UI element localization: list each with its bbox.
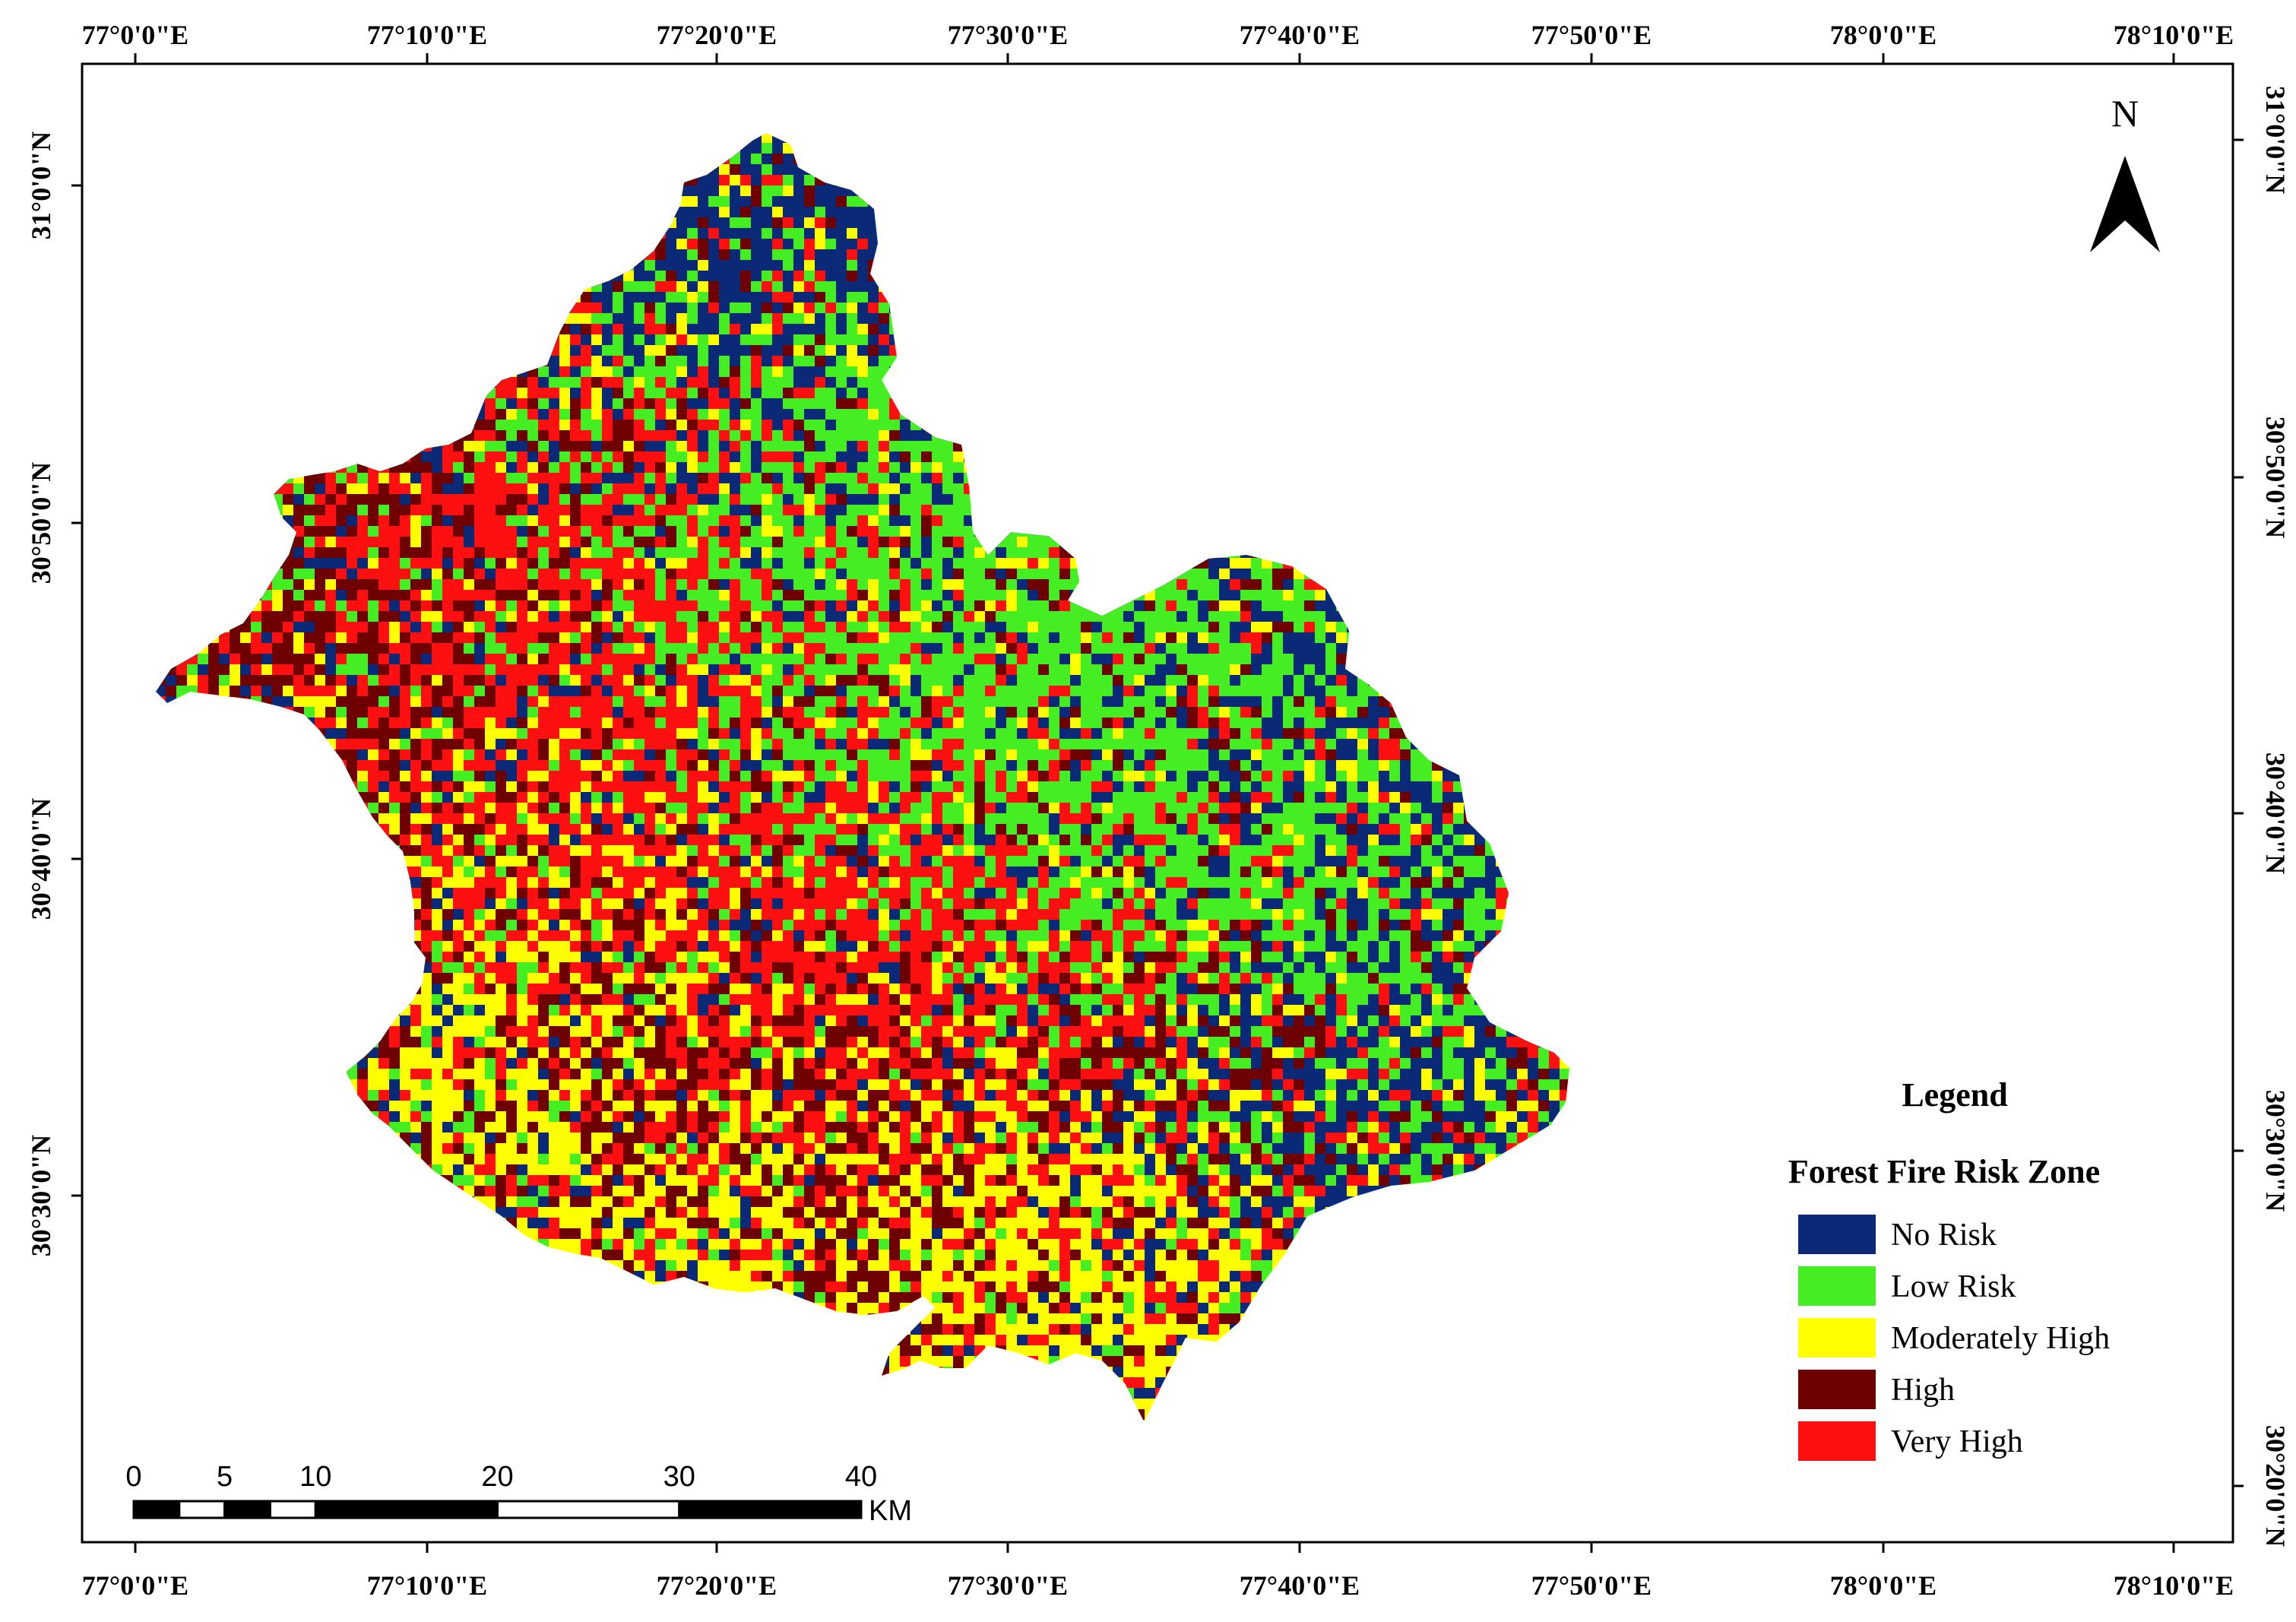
legend-items: No Risk Low Risk Moderately High High Very H… xyxy=(1798,1215,2110,1461)
scale-tick-label: 0 xyxy=(125,1461,141,1493)
legend-label: Low Risk xyxy=(1891,1269,2016,1304)
legend-swatch xyxy=(1798,1215,1876,1254)
scale-tick-label: 30 xyxy=(663,1461,695,1493)
scale-segment xyxy=(178,1500,226,1519)
right-tick-label: 30°50'0"N xyxy=(2260,417,2291,538)
graticule: 77°0'0"E 77°10'0"E 77°20'0"E 77°30'0"E 77°40… xyxy=(26,20,2291,1601)
left-tick-label: 31°0'0"N xyxy=(26,131,56,239)
scale-tick-label: 10 xyxy=(299,1461,331,1493)
legend-title: Legend xyxy=(1902,1076,2007,1114)
legend-label: Very High xyxy=(1891,1424,2023,1459)
top-tick-label: 77°50'0"E xyxy=(1531,20,1652,50)
top-tick-label: 77°20'0"E xyxy=(657,20,777,50)
scale-segment xyxy=(496,1500,681,1519)
bottom-tick-label: 77°50'0"E xyxy=(1531,1570,1652,1601)
top-tick-label: 77°40'0"E xyxy=(1240,20,1360,50)
north-arrow-icon xyxy=(2090,156,2160,252)
left-tick-label: 30°40'0"N xyxy=(26,798,56,920)
scale-segment xyxy=(132,1500,181,1519)
legend-swatch xyxy=(1798,1370,1876,1409)
legend-subtitle: Forest Fire Risk Zone xyxy=(1788,1153,2100,1190)
legend-swatch xyxy=(1798,1266,1876,1306)
scale-segment xyxy=(314,1500,499,1519)
scale-unit-label: KM xyxy=(869,1495,912,1527)
legend: Legend Forest Fire Risk Zone No Risk Low … xyxy=(1788,1076,2110,1461)
bottom-tick-label: 77°40'0"E xyxy=(1240,1570,1360,1601)
top-tick-label: 77°10'0"E xyxy=(367,20,487,50)
bottom-tick-label: 77°0'0"E xyxy=(82,1570,188,1601)
left-tick-label: 30°50'0"N xyxy=(26,462,56,584)
right-tick-label: 30°40'0"N xyxy=(2260,752,2291,874)
right-tick-label: 31°0'0"N xyxy=(2260,86,2291,194)
legend-label: No Risk xyxy=(1891,1218,1997,1253)
scale-segment xyxy=(223,1500,271,1519)
bottom-tick-label: 78°0'0"E xyxy=(1830,1570,1937,1601)
top-tick-label: 77°30'0"E xyxy=(948,20,1068,50)
north-label: N xyxy=(2111,92,2139,135)
scale-segment xyxy=(268,1500,317,1519)
bottom-tick-label: 78°10'0"E xyxy=(2114,1570,2234,1601)
bottom-tick-label: 77°20'0"E xyxy=(657,1570,777,1601)
scale-tick-label: 20 xyxy=(481,1461,513,1493)
scale-segment xyxy=(678,1500,863,1519)
right-tick-label: 30°30'0"N xyxy=(2260,1090,2291,1212)
legend-label: Moderately High xyxy=(1891,1321,2110,1356)
top-tick-label: 78°10'0"E xyxy=(2114,20,2234,50)
right-tick-label: 30°20'0"N xyxy=(2260,1425,2291,1547)
top-tick-label: 77°0'0"E xyxy=(82,20,188,50)
bottom-tick-label: 77°30'0"E xyxy=(948,1570,1068,1601)
legend-label: High xyxy=(1891,1373,1955,1408)
left-tick-label: 30°30'0"N xyxy=(26,1135,56,1256)
top-tick-label: 78°0'0"E xyxy=(1830,20,1937,50)
legend-swatch xyxy=(1798,1421,1876,1461)
north-arrow: N xyxy=(2090,92,2160,252)
legend-swatch xyxy=(1798,1318,1876,1357)
scale-tick-label: 40 xyxy=(845,1461,877,1493)
scale-tick-label: 5 xyxy=(217,1461,233,1493)
bottom-tick-label: 77°10'0"E xyxy=(367,1570,487,1601)
